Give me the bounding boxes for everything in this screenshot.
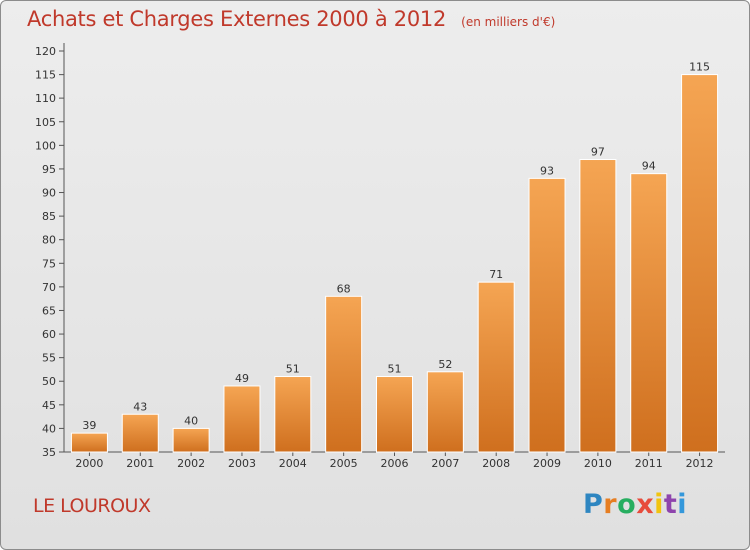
x-tick-label: 2004 [279,457,307,470]
data-label-2004: 51 [286,363,300,376]
x-tick-label: 2008 [482,457,510,470]
data-label-2010: 97 [591,146,605,159]
data-label-2005: 68 [337,282,351,295]
bar-2009 [528,177,566,453]
bar-2012 [681,74,719,453]
data-label-2012: 115 [689,61,710,74]
x-tick-label: 2005 [330,457,358,470]
x-tick-label: 2002 [177,457,205,470]
y-tick-label: 80 [42,234,56,247]
y-tick-label: 45 [42,399,56,412]
town-name: LE LOUROUX [33,495,151,517]
x-tick-label: 2003 [228,457,256,470]
y-tick-label: 70 [42,281,56,294]
logo-letter: P [583,489,604,520]
logo-letter: r [603,489,618,520]
bar-2001 [121,413,159,453]
bar-2007 [426,371,464,453]
bar-2010 [579,159,617,453]
bar-2011 [630,173,668,453]
y-tick-label: 100 [35,139,56,152]
x-tick-label: 2010 [584,457,612,470]
chart-title: Achats et Charges Externes 2000 à 2012 [27,7,447,31]
logo-letter: i [654,489,664,520]
y-tick-label: 75 [42,257,56,270]
y-tick-label: 105 [35,116,56,129]
y-tick-label: 110 [35,92,56,105]
chart-subtitle: (en milliers d'€) [461,15,556,29]
logo-letter: t [663,489,678,520]
y-tick-label: 120 [35,45,56,58]
bar-2000 [70,432,108,453]
data-label-2007: 52 [438,358,452,371]
logo-letter: x [636,489,655,520]
x-tick-label: 2007 [431,457,459,470]
title-row: Achats et Charges Externes 2000 à 2012 (… [27,7,555,31]
bar-2003 [223,385,261,453]
x-tick-label: 2000 [75,457,103,470]
bar-2002 [172,427,210,453]
bar-2008 [477,281,515,453]
data-label-2003: 49 [235,372,249,385]
y-axis: 35 40 45 50 55 60 65 70 75 80 85 90 95 100 105 110 115 12… [35,43,65,459]
y-tick-label: 60 [42,328,56,341]
y-tick-label: 50 [42,375,56,388]
y-tick-label: 55 [42,352,56,365]
y-tick-label: 95 [42,163,56,176]
data-label-2006: 51 [388,363,402,376]
data-label-2011: 94 [642,160,656,173]
x-tick-label: 2011 [635,457,663,470]
logo-letter: o [617,489,637,520]
y-tick-label: 65 [42,304,56,317]
data-label-2008: 71 [489,268,503,281]
data-label-2009: 93 [540,164,554,177]
data-label-2002: 40 [184,414,198,427]
data-label-2001: 43 [133,400,147,413]
bar-2005 [325,295,363,453]
y-tick-label: 40 [42,422,56,435]
proxiti-logo: Proxiti [583,489,687,520]
y-tick-label: 90 [42,187,56,200]
data-label-2000: 39 [82,419,96,432]
y-tick-label: 35 [42,446,56,459]
logo-letter: i [677,489,688,520]
bar-2004 [274,376,312,453]
bars: 39 43 40 49 51 68 51 52 71 93 97 94 115 [70,61,719,453]
bar-2006 [376,376,413,453]
y-tick-label: 115 [35,69,56,82]
y-tick-label: 85 [42,210,56,223]
x-tick-label: 2012 [686,457,714,470]
x-tick-label: 2001 [126,457,154,470]
x-axis: 2000 2001 2002 2003 2004 2005 2006 2007 2008 2009… [64,451,725,470]
x-tick-label: 2009 [533,457,561,470]
x-tick-label: 2006 [381,457,409,470]
